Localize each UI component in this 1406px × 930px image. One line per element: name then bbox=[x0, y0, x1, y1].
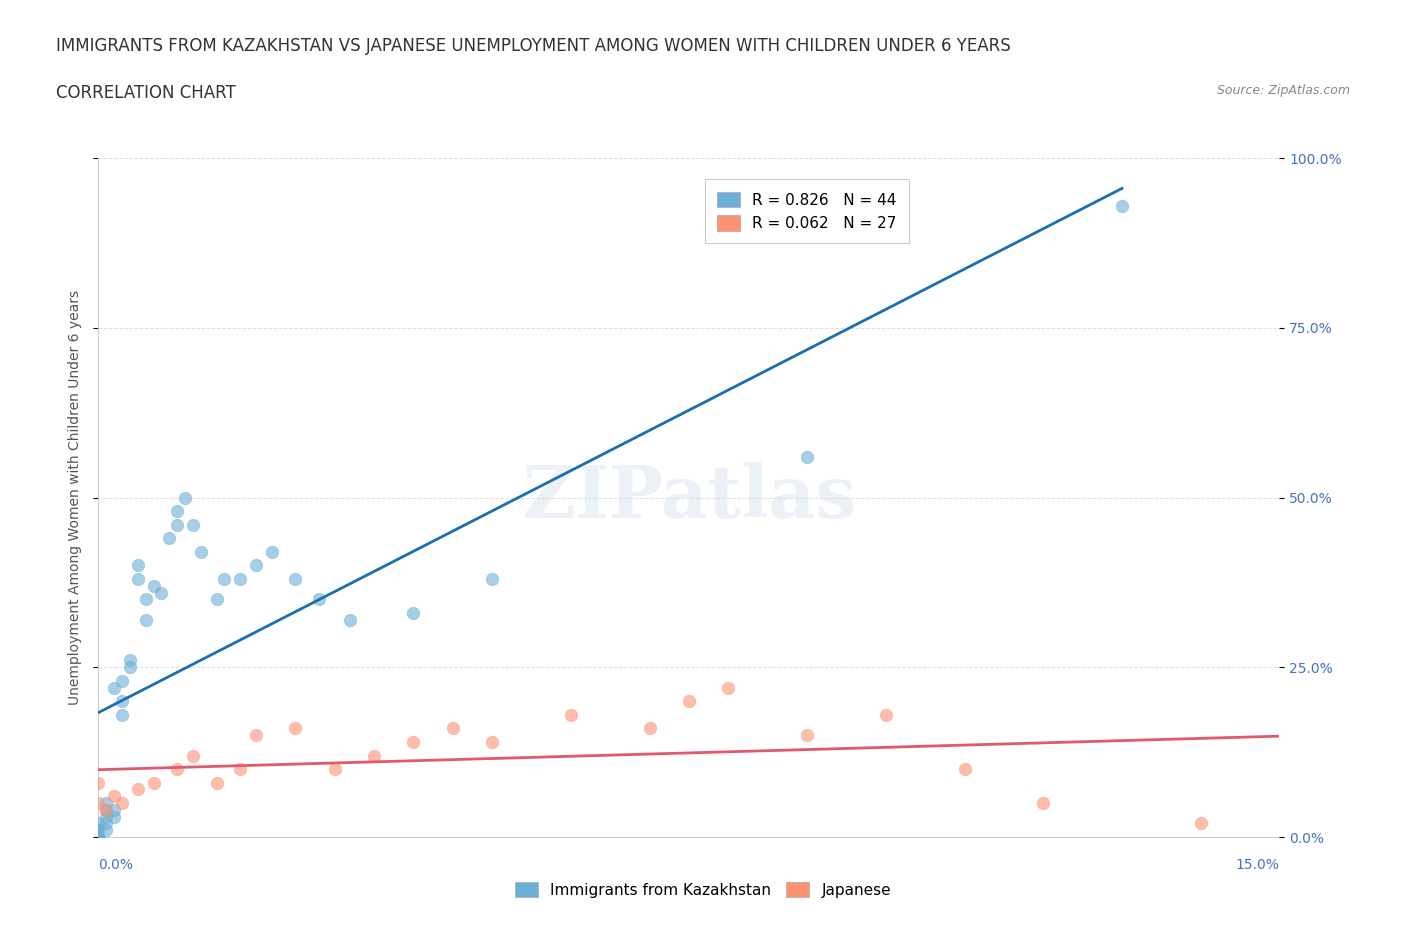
Text: CORRELATION CHART: CORRELATION CHART bbox=[56, 84, 236, 101]
Point bbox=[717, 680, 740, 695]
Point bbox=[87, 830, 110, 844]
Point bbox=[229, 762, 252, 777]
Point bbox=[96, 823, 118, 838]
Text: IMMIGRANTS FROM KAZAKHSTAN VS JAPANESE UNEMPLOYMENT AMONG WOMEN WITH CHILDREN UN: IMMIGRANTS FROM KAZAKHSTAN VS JAPANESE U… bbox=[56, 37, 1011, 55]
Point bbox=[96, 809, 118, 824]
Point bbox=[142, 578, 165, 593]
Point bbox=[678, 694, 700, 709]
Point bbox=[1032, 796, 1054, 811]
Point bbox=[87, 830, 110, 844]
Point bbox=[1111, 198, 1133, 213]
Point bbox=[87, 830, 110, 844]
Point bbox=[111, 796, 134, 811]
Point bbox=[142, 776, 165, 790]
Point bbox=[127, 782, 149, 797]
Point bbox=[135, 592, 157, 607]
Point bbox=[96, 803, 118, 817]
Point bbox=[245, 727, 267, 742]
Legend: R = 0.826   N = 44, R = 0.062   N = 27: R = 0.826 N = 44, R = 0.062 N = 27 bbox=[704, 179, 910, 244]
Point bbox=[953, 762, 976, 777]
Text: Source: ZipAtlas.com: Source: ZipAtlas.com bbox=[1216, 84, 1350, 97]
Point bbox=[245, 558, 267, 573]
Point bbox=[127, 558, 149, 573]
Point bbox=[205, 776, 228, 790]
Text: 15.0%: 15.0% bbox=[1236, 857, 1279, 872]
Point bbox=[190, 544, 212, 559]
Point bbox=[339, 612, 361, 627]
Point bbox=[111, 708, 134, 723]
Point bbox=[214, 572, 236, 587]
Point bbox=[481, 572, 503, 587]
Point bbox=[87, 823, 110, 838]
Point bbox=[174, 490, 197, 505]
Point bbox=[103, 803, 125, 817]
Point bbox=[402, 605, 425, 620]
Point bbox=[166, 504, 188, 519]
Point bbox=[118, 660, 141, 675]
Point bbox=[402, 735, 425, 750]
Point bbox=[127, 572, 149, 587]
Point bbox=[260, 544, 283, 559]
Point bbox=[560, 708, 582, 723]
Point bbox=[96, 796, 118, 811]
Point bbox=[87, 823, 110, 838]
Point bbox=[135, 612, 157, 627]
Point bbox=[481, 735, 503, 750]
Point bbox=[87, 830, 110, 844]
Point bbox=[157, 531, 180, 546]
Point bbox=[796, 449, 818, 464]
Point bbox=[638, 721, 661, 736]
Point bbox=[284, 572, 307, 587]
Point bbox=[111, 694, 134, 709]
Point bbox=[150, 585, 173, 600]
Point bbox=[166, 762, 188, 777]
Text: 0.0%: 0.0% bbox=[98, 857, 134, 872]
Point bbox=[181, 517, 204, 532]
Point bbox=[87, 816, 110, 830]
Point bbox=[363, 748, 385, 763]
Point bbox=[1189, 816, 1212, 830]
Point bbox=[205, 592, 228, 607]
Point bbox=[441, 721, 464, 736]
Text: ZIPatlas: ZIPatlas bbox=[522, 462, 856, 533]
Point bbox=[875, 708, 897, 723]
Point bbox=[181, 748, 204, 763]
Point bbox=[284, 721, 307, 736]
Point bbox=[229, 572, 252, 587]
Legend: Immigrants from Kazakhstan, Japanese: Immigrants from Kazakhstan, Japanese bbox=[509, 875, 897, 904]
Point bbox=[103, 789, 125, 804]
Point bbox=[103, 680, 125, 695]
Point bbox=[103, 809, 125, 824]
Point bbox=[796, 727, 818, 742]
Point bbox=[96, 803, 118, 817]
Point bbox=[96, 816, 118, 830]
Point bbox=[118, 653, 141, 668]
Point bbox=[87, 776, 110, 790]
Point bbox=[111, 673, 134, 688]
Point bbox=[166, 517, 188, 532]
Point bbox=[323, 762, 346, 777]
Y-axis label: Unemployment Among Women with Children Under 6 years: Unemployment Among Women with Children U… bbox=[67, 290, 82, 705]
Point bbox=[308, 592, 330, 607]
Point bbox=[87, 796, 110, 811]
